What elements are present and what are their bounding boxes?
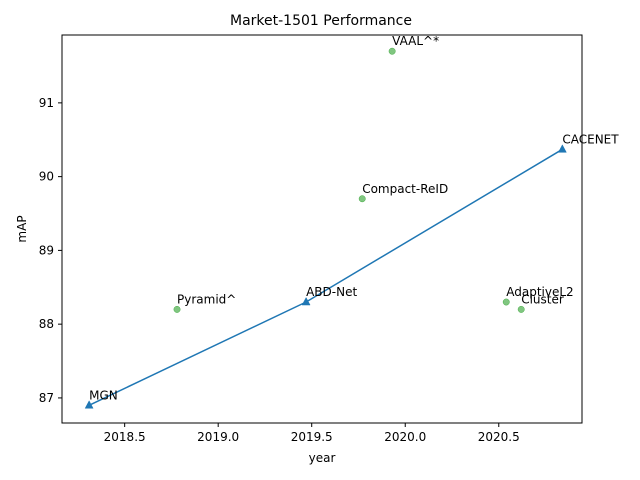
scatter-point [173, 305, 181, 313]
chart-title: Market-1501 Performance [230, 13, 412, 29]
scatter-point [388, 47, 396, 55]
frontier-line [88, 148, 563, 406]
plot-area [61, 34, 583, 424]
point-label: Pyramid^ [177, 292, 236, 306]
series-layer [84, 47, 567, 409]
scatter-point [358, 195, 366, 203]
y-axis-label: mAP [15, 215, 29, 242]
point-label: ABD-Net [306, 285, 357, 299]
x-axis-label: year [309, 451, 336, 465]
x-tick-label: 2018.5 [104, 430, 146, 444]
point-label: AdaptiveL2 [506, 285, 573, 299]
x-tick-label: 2020.5 [478, 430, 520, 444]
point-labels: MGN ABD-Net CACENET Pyramid^ Compact-ReID VAA… [89, 34, 619, 402]
x-tick-label: 2019.5 [291, 430, 333, 444]
point-label: VAAL^* [392, 34, 439, 48]
x-tick-label: 2019.0 [197, 430, 239, 444]
y-axis: 87 88 89 90 91 [39, 96, 62, 405]
frontier-point [301, 296, 311, 306]
x-tick-label: 2020.0 [384, 430, 426, 444]
scatter-point [517, 305, 525, 313]
point-label: Cluster [521, 292, 564, 306]
y-tick-label: 87 [39, 391, 54, 405]
y-tick-label: 91 [39, 96, 54, 110]
y-tick-label: 90 [39, 170, 54, 184]
frontier-point [557, 144, 567, 153]
scatter-point [502, 298, 510, 306]
frontier-point [84, 400, 94, 409]
plot-frame [61, 34, 583, 424]
x-axis: 2018.5 2019.0 2019.5 2020.0 2020.5 [104, 423, 520, 444]
point-label: Compact-ReID [362, 182, 448, 196]
point-label: MGN [89, 388, 118, 402]
y-tick-label: 89 [39, 243, 54, 257]
y-tick-label: 88 [39, 317, 54, 331]
point-label: CACENET [562, 132, 619, 146]
